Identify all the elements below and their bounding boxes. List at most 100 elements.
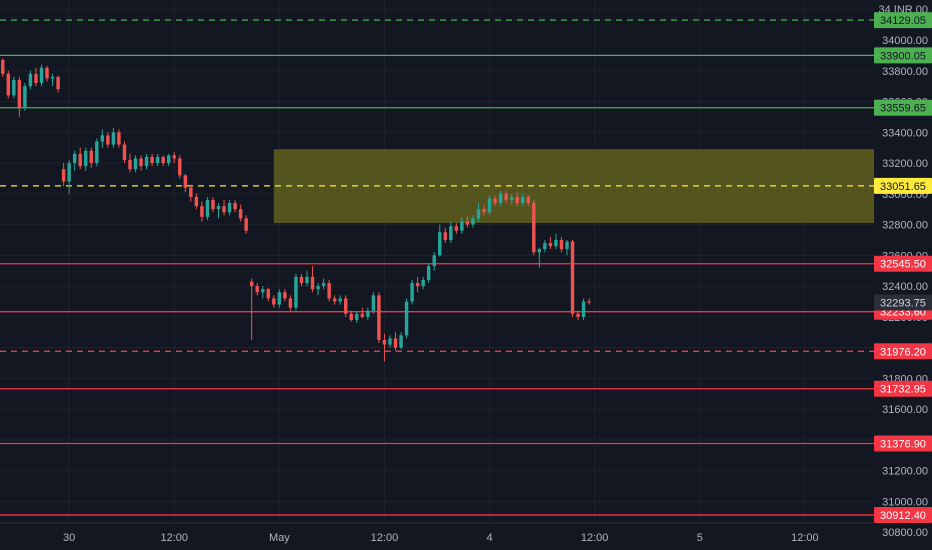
candle-body [498,193,503,204]
price-axis-bg [874,0,932,550]
level-label-bg [874,343,932,360]
candle-body [316,286,320,290]
level-labels: 34129.05 33900.05 33559.65 33051.65 32545.50… [874,12,932,523]
price-tick-label: 32800.00 [882,220,928,232]
level-label-bg [874,255,932,272]
level-label: 33900.05 [880,50,926,62]
candle-body [432,255,436,267]
candle-body [34,73,38,84]
candle-body [487,198,492,213]
candle-body [581,301,586,317]
time-tick-label: May [269,532,290,544]
candle-body [438,232,442,256]
price-tick-label: 30800.00 [882,527,928,539]
candle-body [321,283,326,287]
candle-body [72,153,77,164]
price-tick-label: 31600.00 [882,404,928,416]
candle-body [443,232,448,240]
price-tick-label: 31000.00 [882,496,928,508]
price-tick-label: 34000.00 [882,35,928,47]
candle-body [576,313,580,317]
candle-body [95,141,99,164]
candle-body [89,150,93,164]
candle-body [410,283,414,302]
level-label: 34129.05 [880,15,926,27]
candle-body [39,67,44,84]
candle-body [305,276,309,284]
level-label: 31732.95 [880,384,926,396]
time-tick-label: 12:00 [160,532,188,544]
candle-body [399,335,403,348]
level-label: 32545.50 [880,259,926,271]
candle-body [299,276,304,284]
candle-body [504,193,508,200]
price-tick-label: 33800.00 [882,66,928,78]
candle-body [355,313,359,320]
candle-body [189,187,193,197]
price-tick-label: 32400.00 [882,281,928,293]
candle-body [272,298,276,305]
level-label-bg [874,506,932,523]
candle-body [56,76,60,90]
candle-body [426,266,431,280]
candle-body [294,276,298,308]
candle-body [12,79,16,96]
candle-body [100,135,105,142]
level-lines [0,19,874,516]
level-label: 33559.65 [880,103,926,115]
candle-body [559,239,564,250]
candle-body [587,301,591,303]
time-axis-bg [0,523,874,550]
candle-body [476,209,481,219]
candle-body [404,301,409,336]
candle-body [526,196,530,204]
candle-body [205,199,210,217]
candle-body [543,243,547,250]
time-tick-label: 4 [486,532,492,544]
candle-body [238,209,243,219]
candle-body [216,206,221,210]
candle-body [233,203,237,210]
candle-body [288,298,293,308]
candle-body [283,292,287,299]
level-label-bg [874,99,932,116]
candle-body [45,67,49,79]
candles [1,58,591,362]
candle-body [122,144,127,160]
candle-body [172,155,176,159]
candle-body [277,292,282,305]
candle-body [537,249,542,253]
candle-body [150,156,154,164]
candle-body [211,199,215,210]
candle-body [106,135,110,145]
time-axis[interactable]: 30 12:00 May 12:00 4 12:00 5 12:00 [0,522,874,550]
candle-body [1,59,5,74]
candle-body [17,79,22,108]
level-label: 30912.40 [880,510,926,522]
candle-body [454,226,459,231]
candle-body [310,276,315,290]
candle-body [493,198,497,204]
candle-body [338,298,342,302]
candle-body [178,158,182,176]
candle-body [382,339,387,345]
candle-body [227,203,232,213]
time-tick-label: 5 [697,532,703,544]
candle-body [133,158,138,170]
candle-body [155,156,160,164]
candle-body [111,132,116,145]
candle-body [255,286,259,293]
candle-body [144,156,149,167]
time-tick-label: 30 [63,532,75,544]
candle-body [388,338,392,345]
time-tick-label: 12:00 [371,532,399,544]
price-axis[interactable]: 34 INR.0034000.0033800.0033600.0033400.0… [874,0,932,550]
candle-body [360,313,365,317]
candle-body [344,298,348,314]
candle-body [50,76,55,79]
candle-body [371,295,376,311]
candle-body [482,209,486,213]
candle-body [377,295,381,340]
